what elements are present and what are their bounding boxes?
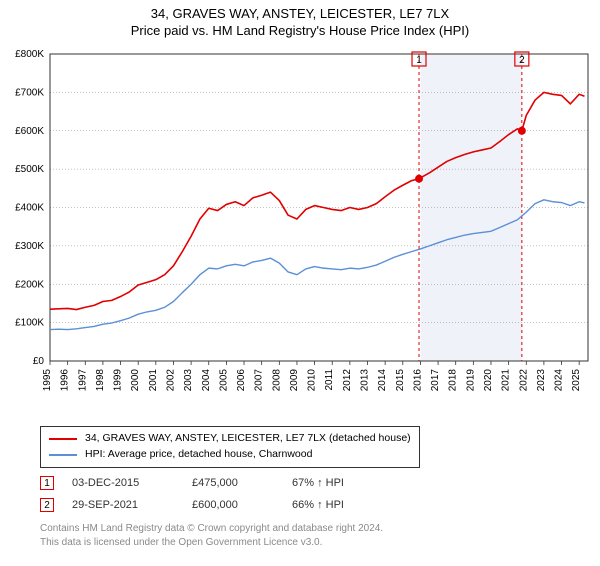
svg-text:£200K: £200K [15,279,44,290]
svg-text:£500K: £500K [15,164,44,175]
svg-text:2: 2 [519,55,525,66]
svg-text:2017: 2017 [430,369,441,392]
svg-text:2002: 2002 [165,369,176,392]
chart-title-desc: Price paid vs. HM Land Registry's House … [0,23,600,38]
svg-text:£600K: £600K [15,126,44,137]
svg-text:2025: 2025 [571,369,582,392]
svg-text:2019: 2019 [465,369,476,392]
svg-text:£300K: £300K [15,241,44,252]
svg-text:2015: 2015 [395,369,406,392]
event-marker-1: 1 [40,476,54,490]
svg-text:2006: 2006 [236,369,247,392]
legend-label-series2: HPI: Average price, detached house, Char… [85,447,312,463]
svg-text:2021: 2021 [501,369,512,392]
svg-text:2009: 2009 [289,369,300,392]
svg-text:£800K: £800K [15,49,44,60]
svg-text:£700K: £700K [15,87,44,98]
event-date-2: 29-SEP-2021 [72,499,192,511]
event-pct-1: 67% ↑ HPI [292,477,412,489]
event-table: 1 03-DEC-2015 £475,000 67% ↑ HPI 2 29-SE… [40,472,570,516]
legend-label-series1: 34, GRAVES WAY, ANSTEY, LEICESTER, LE7 7… [85,431,411,447]
svg-text:2022: 2022 [518,369,529,392]
svg-text:2014: 2014 [377,369,388,392]
svg-text:2024: 2024 [554,369,565,392]
event-pct-2: 66% ↑ HPI [292,499,412,511]
svg-text:£100K: £100K [15,318,44,329]
footer-line2: This data is licensed under the Open Gov… [40,536,570,550]
svg-text:2010: 2010 [307,369,318,392]
event-date-1: 03-DEC-2015 [72,477,192,489]
svg-text:2007: 2007 [254,369,265,392]
event-price-1: £475,000 [192,477,292,489]
chart: £0 £100K £200K £300K £400K £500K £600K £700K £80… [0,46,600,421]
svg-text:1: 1 [416,55,422,66]
svg-text:1998: 1998 [95,369,106,392]
svg-text:2016: 2016 [412,369,423,392]
svg-text:2018: 2018 [448,369,459,392]
event-row-2: 2 29-SEP-2021 £600,000 66% ↑ HPI [40,494,570,516]
event-row-1: 1 03-DEC-2015 £475,000 67% ↑ HPI [40,472,570,494]
legend-row-series2: HPI: Average price, detached house, Char… [49,447,411,463]
svg-text:1996: 1996 [60,369,71,392]
legend: 34, GRAVES WAY, ANSTEY, LEICESTER, LE7 7… [40,426,420,468]
svg-text:2003: 2003 [183,369,194,392]
footer-line1: Contains HM Land Registry data © Crown c… [40,522,570,536]
svg-text:1995: 1995 [42,369,53,392]
footer: Contains HM Land Registry data © Crown c… [40,522,570,549]
svg-text:1997: 1997 [77,369,88,392]
legend-swatch-series1 [49,438,77,440]
svg-text:2004: 2004 [201,369,212,392]
chart-container: 34, GRAVES WAY, ANSTEY, LEICESTER, LE7 7… [0,6,600,566]
chart-svg: £0 £100K £200K £300K £400K £500K £600K £700K £80… [0,46,600,421]
svg-text:1999: 1999 [113,369,124,392]
event-marker-2: 2 [40,498,54,512]
legend-swatch-series2 [49,454,77,456]
svg-text:2001: 2001 [148,369,159,392]
chart-title-address: 34, GRAVES WAY, ANSTEY, LEICESTER, LE7 7… [0,6,600,21]
svg-text:2008: 2008 [271,369,282,392]
svg-text:2013: 2013 [360,369,371,392]
svg-text:2012: 2012 [342,369,353,392]
svg-text:2020: 2020 [483,369,494,392]
svg-text:£0: £0 [33,356,45,367]
svg-text:2005: 2005 [218,369,229,392]
event-price-2: £600,000 [192,499,292,511]
svg-text:2000: 2000 [130,369,141,392]
svg-text:2023: 2023 [536,369,547,392]
legend-row-series1: 34, GRAVES WAY, ANSTEY, LEICESTER, LE7 7… [49,431,411,447]
svg-text:£400K: £400K [15,203,44,214]
svg-text:2011: 2011 [324,369,335,391]
